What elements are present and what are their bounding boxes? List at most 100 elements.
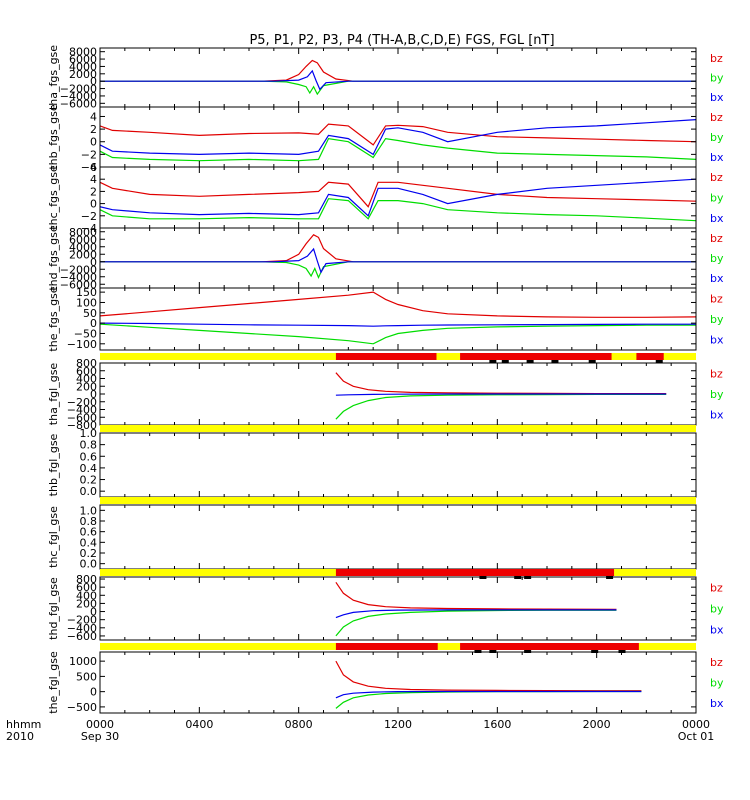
y-axis-label-the_fgs_gse: the_fgs_gse [47,286,60,351]
y-tick-label-tha_fgs_gse: 8000 [69,46,97,59]
availability-bar-segment [335,643,438,650]
panel-frame-thb_fgs_gse [99,106,697,168]
y-tick-label-thd_fgs_gse: 6000 [69,233,97,246]
legend-thd_fgl_gse-bz: bz [710,582,723,595]
availability-bar-marker [489,360,497,363]
availability-bar-marker [551,360,559,363]
availability-bar-marker [501,360,509,363]
y-tick-label-tha_fgl_gse: 800 [76,357,97,370]
y-axis-label-the_fgl_gse: the_fgl_gse [47,651,60,714]
legend-thd_fgl_gse-bx: bx [710,624,724,637]
x-tick-label: 0800 [285,718,313,731]
y-axis-label-thd_fgs_gse: thd_fgs_gse [47,225,60,291]
legend-thd_fgs_gse-bz: bz [710,232,723,245]
y-tick-label-thb_fgl_gse: 0.8 [80,439,98,452]
y-tick-label-the_fgl_gse: −500 [67,701,97,714]
panel-frame-thb_fgl_gse [99,432,697,498]
y-tick-label-the_fgl_gse: 500 [76,670,97,683]
y-tick-label-tha_fgs_gse: −6000 [60,97,97,110]
y-tick-label-tha_fgl_gse: 600 [76,365,97,378]
y-tick-label-thc_fgs_gse: −4 [81,222,97,235]
legend-tha_fgl_gse-bz: bz [710,367,723,380]
y-tick-label-thd_fgl_gse: 400 [76,589,97,602]
availability-bar [100,497,696,504]
y-tick-label-thb_fgl_gse: 0.4 [80,462,98,475]
y-tick-label-thc_fgs_gse: −2 [81,210,97,223]
y-tick-label-the_fgs_gse: −50 [74,327,97,340]
legend-the_fgs_gse-bx: bx [710,334,724,347]
y-tick-label-thd_fgs_gse: −6000 [60,278,97,291]
y-tick-label-thd_fgs_gse: 2000 [69,248,97,261]
y-tick-label-thd_fgs_gse: −4000 [60,271,97,284]
legend-tha_fgl_gse-bx: bx [710,409,724,422]
availability-bar-marker [514,576,522,579]
legend-the_fgs_gse-bz: bz [710,292,723,305]
series-tha_fgs_gse-bx [100,69,696,91]
y-tick-label-thb_fgl_gse: 0.2 [80,474,98,487]
series-thd_fgl_gse-bz [335,581,617,610]
panel-frame-tha_fgs_gse [99,47,697,108]
availability-bar-marker [591,650,599,653]
legend-thc_fgs_gse-bz: bz [710,171,723,184]
y-axis-label-thc_fgs_gse: thc_fgs_gse [47,165,60,230]
y-tick-label-thb_fgl_gse: 1.0 [80,427,98,440]
legend-thd_fgl_gse-by: by [710,603,724,616]
y-tick-label-the_fgs_gse: 0 [90,317,97,330]
legend-tha_fgl_gse-by: by [710,388,724,401]
y-tick-label-thd_fgl_gse: 600 [76,581,97,594]
x-tick-label: 0000 [682,718,710,731]
series-tha_fgs_gse-by [100,80,696,96]
panel-frame-thc_fgl_gse [99,504,697,570]
y-axis-label-thc_fgl_gse: thc_fgl_gse [47,506,60,568]
x-tick-sublabel: Sep 30 [81,730,119,743]
y-tick-label-tha_fgs_gse: 4000 [69,60,97,73]
y-tick-label-tha_fgs_gse: 2000 [69,68,97,81]
y-tick-label-thb_fgs_gse: 4 [90,110,97,123]
panel-frame-thd_fgs_gse [99,227,697,289]
panel-frame-thd_fgl_gse [99,576,697,641]
series-thb_fgs_gse-bz [100,123,696,146]
availability-bar-marker [588,360,596,363]
availability-bar-marker [479,576,487,579]
y-axis-label-thb_fgs_gse: thb_fgs_gse [47,104,60,170]
availability-bar-marker [474,650,482,653]
y-tick-label-thc_fgl_gse: 1.0 [80,504,98,517]
legend-thb_fgs_gse-bx: bx [710,151,724,164]
x-axis-year-label: 2010 [6,730,34,743]
y-tick-label-the_fgl_gse: 0 [90,686,97,699]
y-tick-label-thb_fgl_gse: 0.0 [80,485,98,498]
y-tick-label-tha_fgl_gse: −200 [67,396,97,409]
series-thc_fgs_gse-bz [100,181,696,208]
availability-bar-segment [636,353,664,360]
y-tick-label-thd_fgl_gse: −600 [67,630,97,643]
y-tick-label-tha_fgs_gse: −4000 [60,90,97,103]
availability-bar-marker [655,360,663,363]
series-thd_fgl_gse-by [335,609,617,637]
y-tick-label-thd_fgl_gse: −400 [67,622,97,635]
legend-thd_fgs_gse-by: by [710,252,724,265]
series-tha_fgl_gse-bz [335,372,667,395]
y-tick-label-tha_fgs_gse: 0 [90,75,97,88]
y-tick-label-the_fgs_gse: 100 [76,296,97,309]
series-thd_fgs_gse-by [100,261,696,280]
y-tick-label-thd_fgl_gse: 800 [76,573,97,586]
legend-tha_fgs_gse-by: by [710,72,724,85]
series-thc_fgs_gse-by [100,198,696,222]
y-axis-label-thd_fgl_gse: thd_fgl_gse [47,577,60,640]
y-tick-label-thc_fgl_gse: 0.6 [80,526,98,539]
series-the_fgs_gse-bx [100,322,696,327]
y-tick-label-tha_fgs_gse: −2000 [60,83,97,96]
y-tick-label-thc_fgs_gse: 2 [90,185,97,198]
legend-thd_fgs_gse-bx: bx [710,272,724,285]
y-tick-label-tha_fgl_gse: 200 [76,380,97,393]
y-tick-label-the_fgs_gse: 50 [83,307,97,320]
availability-bar-marker [524,576,532,579]
availability-bar-segment [335,353,437,360]
series-the_fgs_gse-by [100,323,696,345]
y-tick-label-thb_fgs_gse: −4 [81,161,97,174]
y-tick-label-tha_fgl_gse: 400 [76,373,97,386]
series-tha_fgs_gse-bz [100,59,696,82]
y-axis-label-tha_fgs_gse: tha_fgs_gse [47,45,60,110]
availability-bar [100,425,696,432]
y-tick-label-thd_fgl_gse: −200 [67,614,97,627]
